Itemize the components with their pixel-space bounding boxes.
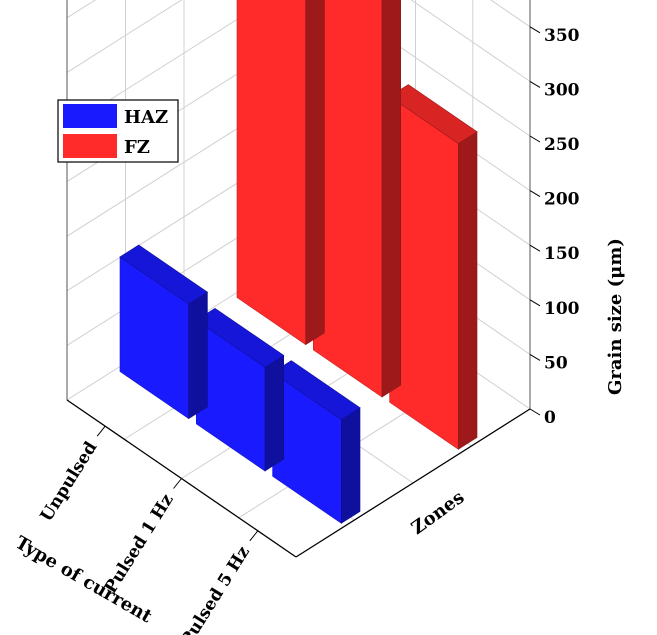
bars-group (119, 0, 478, 524)
z-tick (529, 408, 541, 416)
z-tick (529, 135, 541, 143)
z-tick-label: 150 (544, 244, 580, 264)
z-tick-label: 0 (544, 408, 556, 428)
bar-fz-unpulsed (236, 0, 325, 346)
z-tick (529, 80, 541, 88)
bar-haz-pulsed-1-hz (195, 307, 285, 472)
z-tick-label: 50 (544, 353, 568, 373)
z-tick-label: 300 (544, 80, 580, 100)
bar-haz-pulsed-5-hz-side-face (340, 407, 361, 524)
bar-haz-pulsed-1-hz-side-face (264, 354, 285, 472)
z-tick (529, 190, 541, 198)
bar-haz-pulsed-1-hz-top-face (195, 307, 285, 368)
bar-fz-pulsed-5-hz-side-face (457, 131, 478, 450)
bar-fz-pulsed-1-hz (312, 0, 402, 398)
bar-fz-pulsed-1-hz-side-face (381, 0, 402, 398)
legend-swatch-haz (63, 104, 117, 128)
legend-label-haz: HAZ (124, 107, 168, 128)
gridline-z (66, 0, 531, 82)
bar-fz-unpulsed-side-face (305, 0, 325, 346)
z-tick-label: 250 (544, 135, 580, 155)
z-tick-label: 350 (544, 26, 580, 46)
z-tick (529, 26, 541, 34)
x-tick-label: Pulsed 1 Hz (101, 490, 178, 597)
bar-fz-pulsed-5-hz (389, 84, 478, 450)
bar-haz-unpulsed-side-face (188, 291, 208, 420)
x-tick (249, 530, 259, 542)
y-axis-title: Zones (408, 487, 469, 539)
y-axis-line (295, 408, 531, 558)
legend-swatch-fz (63, 134, 117, 158)
x-tick (173, 478, 182, 489)
x-tick-label: Unpulsed (37, 438, 102, 525)
bar-haz-pulsed-5-hz-top-face (272, 360, 361, 420)
bar-haz-pulsed-5-hz (272, 360, 361, 524)
legend-label-fz: FZ (124, 137, 150, 158)
bar-fz-pulsed-5-hz-top-face (389, 84, 478, 144)
bar-haz-unpulsed-top-face (119, 244, 208, 305)
z-tick (529, 353, 541, 361)
z-tick-label: 200 (544, 190, 580, 210)
x-tick (96, 425, 106, 437)
gridline-z (66, 0, 531, 137)
x-tick-label: Pulsed 5 Hz (177, 543, 254, 635)
z-tick (529, 244, 541, 252)
z-axis-title: Grain size (μm) (605, 238, 626, 395)
bar-fz-unpulsed-front-face (236, 0, 307, 346)
bar-haz-unpulsed (119, 244, 208, 420)
z-tick-label: 100 (544, 299, 580, 319)
z-tick (529, 299, 541, 307)
legend: HAZ FZ (57, 99, 179, 163)
